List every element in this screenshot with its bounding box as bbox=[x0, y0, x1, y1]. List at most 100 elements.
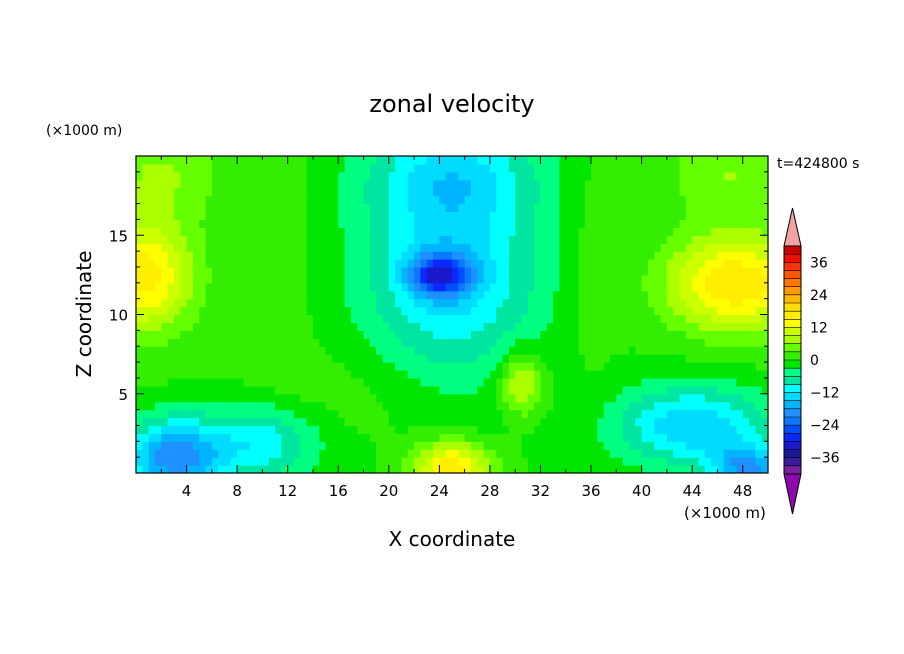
heatmap-cell bbox=[736, 235, 744, 244]
heatmap-cell bbox=[452, 385, 459, 395]
heatmap-cell bbox=[224, 401, 232, 411]
heatmap-cell bbox=[572, 330, 579, 339]
heatmap-cell bbox=[749, 409, 756, 419]
heatmap-cell bbox=[591, 433, 598, 442]
heatmap-cell bbox=[723, 354, 731, 363]
heatmap-cell bbox=[597, 449, 605, 458]
heatmap-cell bbox=[730, 290, 737, 300]
heatmap-cell bbox=[685, 417, 693, 427]
heatmap-cell bbox=[294, 203, 301, 213]
heatmap-cell bbox=[508, 243, 516, 252]
heatmap-cell bbox=[180, 457, 188, 466]
heatmap-cell bbox=[698, 377, 706, 387]
heatmap-cell bbox=[401, 227, 409, 236]
heatmap-cell bbox=[742, 322, 750, 331]
heatmap-cell bbox=[540, 227, 548, 236]
heatmap-cell bbox=[679, 449, 687, 458]
heatmap-cell bbox=[154, 369, 162, 379]
heatmap-cell bbox=[540, 401, 548, 411]
heatmap-cell bbox=[584, 346, 592, 355]
heatmap-cell bbox=[407, 187, 415, 197]
heatmap-cell bbox=[363, 211, 371, 220]
heatmap-cell bbox=[464, 259, 472, 268]
heatmap-cell bbox=[294, 163, 301, 173]
heatmap-cell bbox=[268, 354, 276, 363]
heatmap-cell bbox=[641, 393, 649, 403]
heatmap-cell bbox=[647, 227, 655, 236]
heatmap-cell bbox=[161, 385, 169, 395]
heatmap-cell bbox=[458, 274, 466, 284]
heatmap-cell bbox=[584, 235, 592, 244]
heatmap-cell bbox=[654, 274, 662, 284]
heatmap-cell bbox=[736, 425, 744, 434]
heatmap-cell bbox=[281, 203, 289, 213]
heatmap-cell bbox=[458, 195, 466, 205]
heatmap-cell bbox=[755, 441, 763, 450]
heatmap-cell bbox=[742, 163, 750, 173]
heatmap-cell bbox=[477, 346, 485, 355]
heatmap-cell bbox=[647, 322, 655, 331]
heatmap-cell bbox=[319, 290, 327, 300]
heatmap-cell bbox=[521, 441, 529, 450]
heatmap-cell bbox=[515, 274, 523, 284]
heatmap-cell bbox=[673, 290, 681, 300]
heatmap-cell bbox=[635, 179, 643, 189]
heatmap-cell bbox=[192, 195, 200, 205]
heatmap-cell bbox=[521, 433, 529, 442]
heatmap-cell bbox=[711, 274, 719, 284]
heatmap-cell bbox=[464, 330, 472, 339]
heatmap-cell bbox=[546, 227, 554, 236]
heatmap-cell bbox=[218, 346, 226, 355]
heatmap-cell bbox=[312, 274, 320, 284]
heatmap-cell bbox=[401, 362, 409, 371]
heatmap-cell bbox=[641, 259, 649, 268]
heatmap-cell bbox=[698, 227, 706, 236]
heatmap-cell bbox=[483, 306, 491, 316]
heatmap-cell bbox=[496, 235, 504, 244]
heatmap-cell bbox=[508, 362, 516, 371]
heatmap-cell bbox=[603, 306, 611, 316]
heatmap-cell bbox=[553, 227, 561, 236]
heatmap-cell bbox=[256, 417, 263, 427]
heatmap-cell bbox=[395, 393, 403, 403]
heatmap-cell bbox=[711, 354, 719, 363]
heatmap-cell bbox=[761, 298, 768, 308]
heatmap-cell bbox=[666, 298, 674, 308]
heatmap-cell bbox=[679, 306, 687, 316]
heatmap-cell bbox=[350, 346, 358, 355]
heatmap-cell bbox=[426, 219, 434, 228]
heatmap-cell bbox=[698, 409, 706, 419]
heatmap-cell bbox=[559, 266, 567, 276]
heatmap-cell bbox=[306, 417, 314, 427]
heatmap-cell bbox=[395, 322, 403, 331]
heatmap-cell bbox=[357, 354, 365, 363]
heatmap-cell bbox=[325, 179, 333, 189]
heatmap-cell bbox=[167, 417, 175, 427]
heatmap-cell bbox=[496, 163, 504, 173]
heatmap-cell bbox=[546, 401, 554, 411]
heatmap-cell bbox=[136, 306, 143, 316]
heatmap-cell bbox=[736, 314, 744, 324]
heatmap-cell bbox=[363, 362, 371, 371]
heatmap-cell bbox=[698, 298, 706, 308]
heatmap-cell bbox=[723, 227, 731, 236]
heatmap-cell bbox=[407, 266, 415, 276]
heatmap-cell bbox=[249, 457, 257, 466]
heatmap-cell bbox=[186, 425, 194, 434]
heatmap-cell bbox=[534, 306, 542, 316]
heatmap-cell bbox=[426, 203, 434, 213]
heatmap-cell bbox=[161, 377, 169, 387]
heatmap-cell bbox=[237, 409, 245, 419]
heatmap-cell bbox=[452, 354, 459, 363]
heatmap-cell bbox=[218, 219, 226, 228]
heatmap-cell bbox=[445, 369, 453, 379]
heatmap-cell bbox=[628, 251, 636, 260]
heatmap-cell bbox=[192, 338, 200, 347]
heatmap-cell bbox=[338, 235, 346, 244]
heatmap-cell bbox=[565, 449, 573, 458]
heatmap-cell bbox=[565, 251, 573, 260]
heatmap-cell bbox=[698, 195, 706, 205]
heatmap-cell bbox=[376, 322, 384, 331]
heatmap-cell bbox=[489, 219, 497, 228]
